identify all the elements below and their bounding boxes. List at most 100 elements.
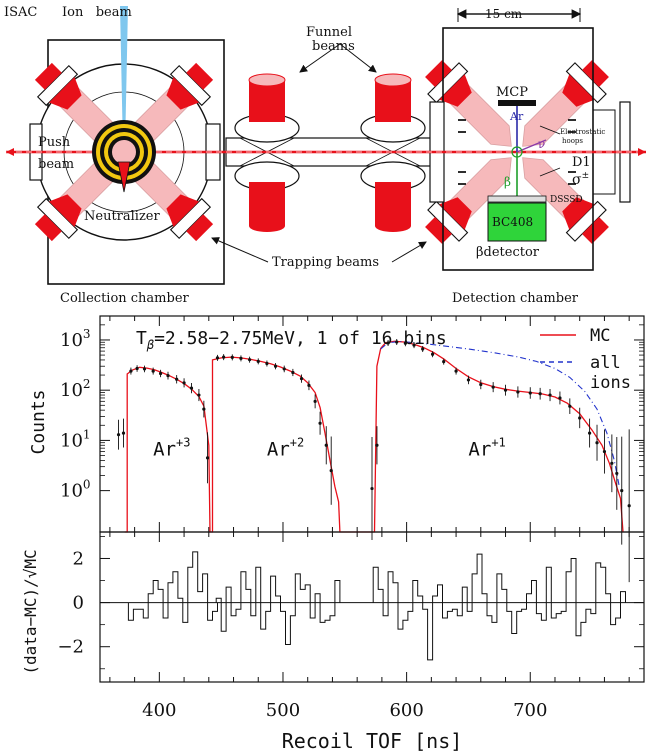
funnel-label: Funnel — [306, 25, 352, 40]
region-labels: Ar+3 Ar+2 Ar+1 — [153, 436, 506, 461]
data-point — [116, 433, 121, 437]
data-point — [324, 443, 328, 447]
data-point — [412, 343, 416, 347]
data-point — [222, 355, 226, 359]
data-point — [375, 443, 379, 447]
legend-mc-label: MC — [590, 326, 610, 346]
data-point — [166, 374, 170, 378]
ion-beam — [120, 6, 128, 150]
beam-label: beam — [38, 157, 74, 172]
collection-trap-arm-nw — [34, 62, 119, 147]
collection-trap-arm-sw — [34, 157, 119, 242]
x-tick-label: 500 — [266, 700, 300, 721]
detection-chamber-label: Detection chamber — [452, 291, 579, 306]
dsssd-label: DSSSD — [550, 195, 583, 205]
funnel-beam-bottom-right — [375, 182, 411, 232]
data-point — [121, 431, 126, 435]
data-point — [307, 383, 311, 387]
data-point — [568, 404, 572, 408]
data-point — [602, 449, 607, 454]
collection-trap-arm-se — [129, 157, 214, 242]
data-point — [479, 382, 483, 387]
counts-plot-title: Tβ=2.58−2.75MeV, 1 of 16 bins — [136, 328, 447, 352]
residual-step-segment — [127, 551, 218, 623]
funnel-beam-bottom-left — [249, 182, 285, 232]
trapping-beams-label: Trapping beams — [272, 255, 379, 270]
data-point — [182, 381, 186, 385]
mcp-plate — [498, 100, 536, 106]
counts-y-ticks: 100 101 102 103 — [60, 324, 644, 502]
counts-y-tick-label: 103 — [60, 327, 91, 351]
data-point — [516, 390, 520, 394]
charge-state-label: Ar+3 — [153, 436, 190, 461]
data-point — [454, 369, 458, 373]
data-point — [248, 358, 252, 362]
residuals-y-label: (data−MC)/√MC — [21, 549, 40, 674]
data-point — [421, 347, 425, 351]
data-point — [386, 341, 390, 345]
data-point — [202, 407, 206, 411]
data-point — [538, 392, 542, 396]
data-point — [395, 340, 399, 344]
funnel-beams-label: beams — [312, 39, 355, 54]
data-point — [615, 471, 619, 476]
hoops-label: hoops — [562, 137, 583, 145]
mc-curve — [124, 340, 624, 533]
data-point — [151, 369, 155, 373]
data-point — [142, 367, 147, 371]
counts-x-ticks — [109, 316, 630, 532]
all-ions-curve — [380, 340, 620, 487]
x-tick-label: 700 — [513, 700, 547, 721]
data-point — [430, 352, 435, 356]
data-point — [313, 399, 317, 403]
detection-internals — [458, 100, 576, 242]
residuals-y-tick-label: −2 — [57, 637, 84, 658]
residuals-plot: 2 0 −2 400 500 600 700 (data−MC)/√MC Recoil T… — [21, 531, 645, 753]
data-point — [329, 469, 333, 473]
bc408-label: BC408 — [492, 215, 533, 229]
data-point — [299, 377, 304, 381]
charge-state-label: Ar+1 — [468, 436, 505, 461]
detection-trap-arm-nw — [425, 60, 512, 147]
data-point — [189, 386, 194, 390]
ar-label: Ar — [509, 110, 524, 123]
bc408-scintillator — [487, 202, 547, 242]
x-tick-label: 600 — [389, 700, 423, 721]
legend-ions-label: ions — [590, 373, 631, 393]
data-point — [291, 370, 295, 375]
data-point — [230, 355, 234, 359]
mcp-label: MCP — [496, 85, 528, 100]
counts-series — [116, 339, 631, 583]
residuals-y-tick-label: 0 — [73, 593, 84, 614]
data-point — [197, 393, 201, 397]
residuals-y-ticks: 2 0 −2 — [57, 536, 644, 670]
beta-detector-label: βdetector — [476, 245, 540, 260]
residuals-x-ticks: 400 500 600 700 — [109, 532, 630, 721]
data-point — [610, 461, 614, 465]
x-tick-label: 400 — [142, 700, 176, 721]
sigma-label: σ± — [572, 171, 589, 188]
charge-state-label: Ar+2 — [267, 436, 304, 461]
data-point — [205, 456, 210, 460]
data-point — [282, 367, 286, 371]
data-point — [620, 489, 624, 493]
trapping-beams-callout — [211, 43, 427, 263]
scale-bar — [456, 8, 582, 22]
data-point — [595, 441, 599, 445]
data-point — [578, 416, 582, 420]
data-point — [135, 366, 139, 371]
data-point — [265, 361, 269, 366]
data-point — [239, 356, 243, 360]
data-point — [273, 364, 278, 368]
scale-label: 15 cm — [485, 7, 523, 21]
counts-y-label: Counts — [28, 389, 49, 454]
funnel-region — [225, 73, 437, 232]
counts-y-tick-label: 102 — [60, 377, 91, 401]
data-point — [491, 385, 495, 389]
funnel-beam-top-right — [374, 73, 412, 122]
data-point — [256, 359, 260, 363]
neutralizer-label: Neutralizer — [84, 209, 160, 224]
push-label: Push — [38, 135, 71, 150]
data-point — [442, 360, 446, 364]
